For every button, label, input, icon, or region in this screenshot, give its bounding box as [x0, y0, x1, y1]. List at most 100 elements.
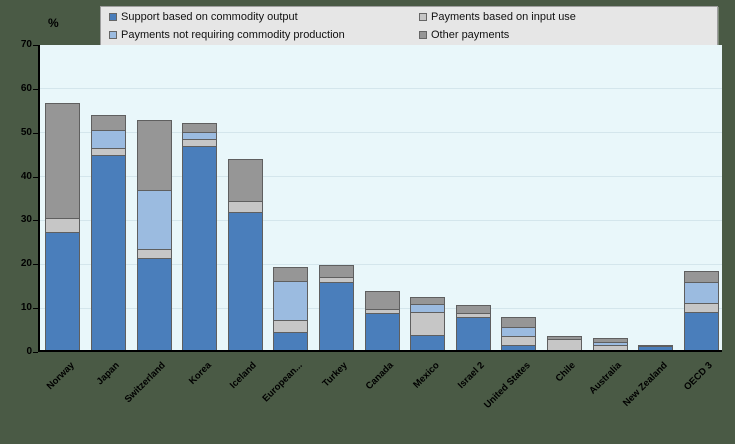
legend-label: Other payments [431, 29, 510, 41]
bar-turkey [318, 265, 354, 350]
bar-segment [410, 297, 446, 304]
bar-korea [182, 123, 218, 350]
y-tick-label: 20 [20, 258, 32, 270]
y-tick-mark [33, 220, 38, 222]
bar-european [273, 267, 309, 350]
legend-item: Payments not requiring commodity product… [109, 29, 345, 41]
x-axis-label: Canada [363, 360, 396, 393]
bar-segment [364, 313, 400, 350]
x-axis-label: OECD 3 [682, 360, 715, 393]
bar-new-zealand [638, 345, 674, 350]
bar-mexico [410, 297, 446, 350]
x-axis-label: Chile [553, 360, 579, 385]
legend-item: Support based on commodity output [109, 11, 298, 23]
legend: Support based on commodity output Payment… [100, 6, 718, 46]
x-axis-label: Iceland [228, 360, 259, 391]
y-tick-mark [33, 352, 38, 353]
gridline [40, 263, 722, 265]
y-tick-label: 0 [26, 346, 32, 357]
x-axis-label: European... [260, 360, 305, 405]
bar-segment [182, 123, 218, 132]
x-axis-label: Norway [44, 360, 77, 393]
bar-segment [136, 258, 172, 350]
legend-swatch-icon [419, 31, 427, 39]
y-tick-mark [33, 132, 38, 134]
bar-segment [364, 309, 400, 313]
bar-segment [273, 267, 309, 281]
bar-segment [318, 277, 354, 282]
bar-segment [455, 317, 491, 350]
y-tick-label: 60 [20, 82, 32, 94]
legend-label: Support based on commodity output [121, 11, 298, 23]
y-tick-label: 10 [20, 302, 32, 314]
bar-switzerland [136, 120, 172, 350]
legend-label: Payments based on input use [431, 11, 576, 23]
plot-area: 0 10 20 30 40 50 60 70 Norway Japan Switzerland Kor… [21, 39, 722, 411]
x-axis-label: Turkey [320, 360, 351, 390]
bar-norway [45, 103, 81, 350]
bar-segment [136, 249, 172, 258]
bar-segment [683, 271, 719, 282]
x-axis-label: Korea [186, 360, 214, 387]
bar-segment [683, 282, 719, 303]
bar-segment [90, 155, 126, 350]
bar-segment [45, 218, 81, 232]
legend-swatch-icon [109, 13, 117, 21]
gridline [40, 88, 722, 90]
bar-segment [501, 327, 537, 336]
y-tick-mark [33, 176, 38, 178]
bar-australia [592, 338, 628, 350]
x-axis-label: Switzerland [122, 360, 168, 406]
bar-segment [227, 212, 263, 350]
x-axis-label: Israel 2 [456, 360, 487, 391]
y-tick-label: 40 [20, 170, 32, 182]
y-tick-mark [33, 45, 38, 46]
bar-segment [273, 332, 309, 350]
bar-segment [318, 282, 354, 350]
bar-segment [364, 291, 400, 309]
gridline [40, 176, 722, 178]
bar-segment [410, 335, 446, 350]
bar-segment [45, 232, 81, 350]
y-tick-mark [33, 308, 38, 310]
bar-segment [136, 120, 172, 190]
x-axis-label: Mexico [410, 360, 442, 391]
legend-swatch-icon [419, 13, 427, 21]
bar-segment [273, 281, 309, 320]
legend-swatch-icon [109, 31, 117, 39]
bar-segment [638, 345, 674, 346]
y-axis-unit-label: % [48, 16, 59, 30]
bar-segment [501, 317, 537, 327]
bar-segment [592, 338, 628, 342]
bar-segment [273, 320, 309, 332]
bar-segment [501, 336, 537, 345]
bar-segment [410, 312, 446, 335]
bar-oecd-3 [683, 271, 719, 350]
x-axis-label: New Zealand [620, 360, 670, 409]
bar-segment [683, 303, 719, 312]
bar-segment [455, 313, 491, 317]
bar-segment [90, 130, 126, 148]
bar-segment [90, 148, 126, 155]
x-axis-label: United States [481, 360, 533, 411]
bar-segment [683, 312, 719, 350]
legend-item: Other payments [419, 29, 509, 41]
bar-iceland [227, 159, 263, 350]
legend-item: Payments based on input use [419, 11, 576, 23]
y-tick-mark [33, 88, 38, 90]
bar-segment [638, 346, 674, 350]
bar-segment [45, 103, 81, 218]
x-axis-label: Australia [587, 360, 624, 397]
bar-israel-2 [455, 305, 491, 350]
bar-segment [410, 304, 446, 312]
bar-segment [455, 305, 491, 313]
bar-segment [546, 339, 582, 350]
bar-segment [182, 146, 218, 350]
bar-segment [227, 201, 263, 212]
y-tick-label: 50 [20, 126, 32, 138]
bar-segment [182, 132, 218, 139]
y-tick-mark [33, 264, 38, 266]
bar-segment [592, 342, 628, 345]
bar-segment [501, 345, 537, 350]
